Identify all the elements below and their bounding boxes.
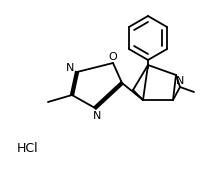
Text: N: N [176,76,184,86]
Text: O: O [109,52,117,62]
Text: HCl: HCl [17,141,39,154]
Text: N: N [66,63,74,73]
Text: N: N [93,111,101,121]
